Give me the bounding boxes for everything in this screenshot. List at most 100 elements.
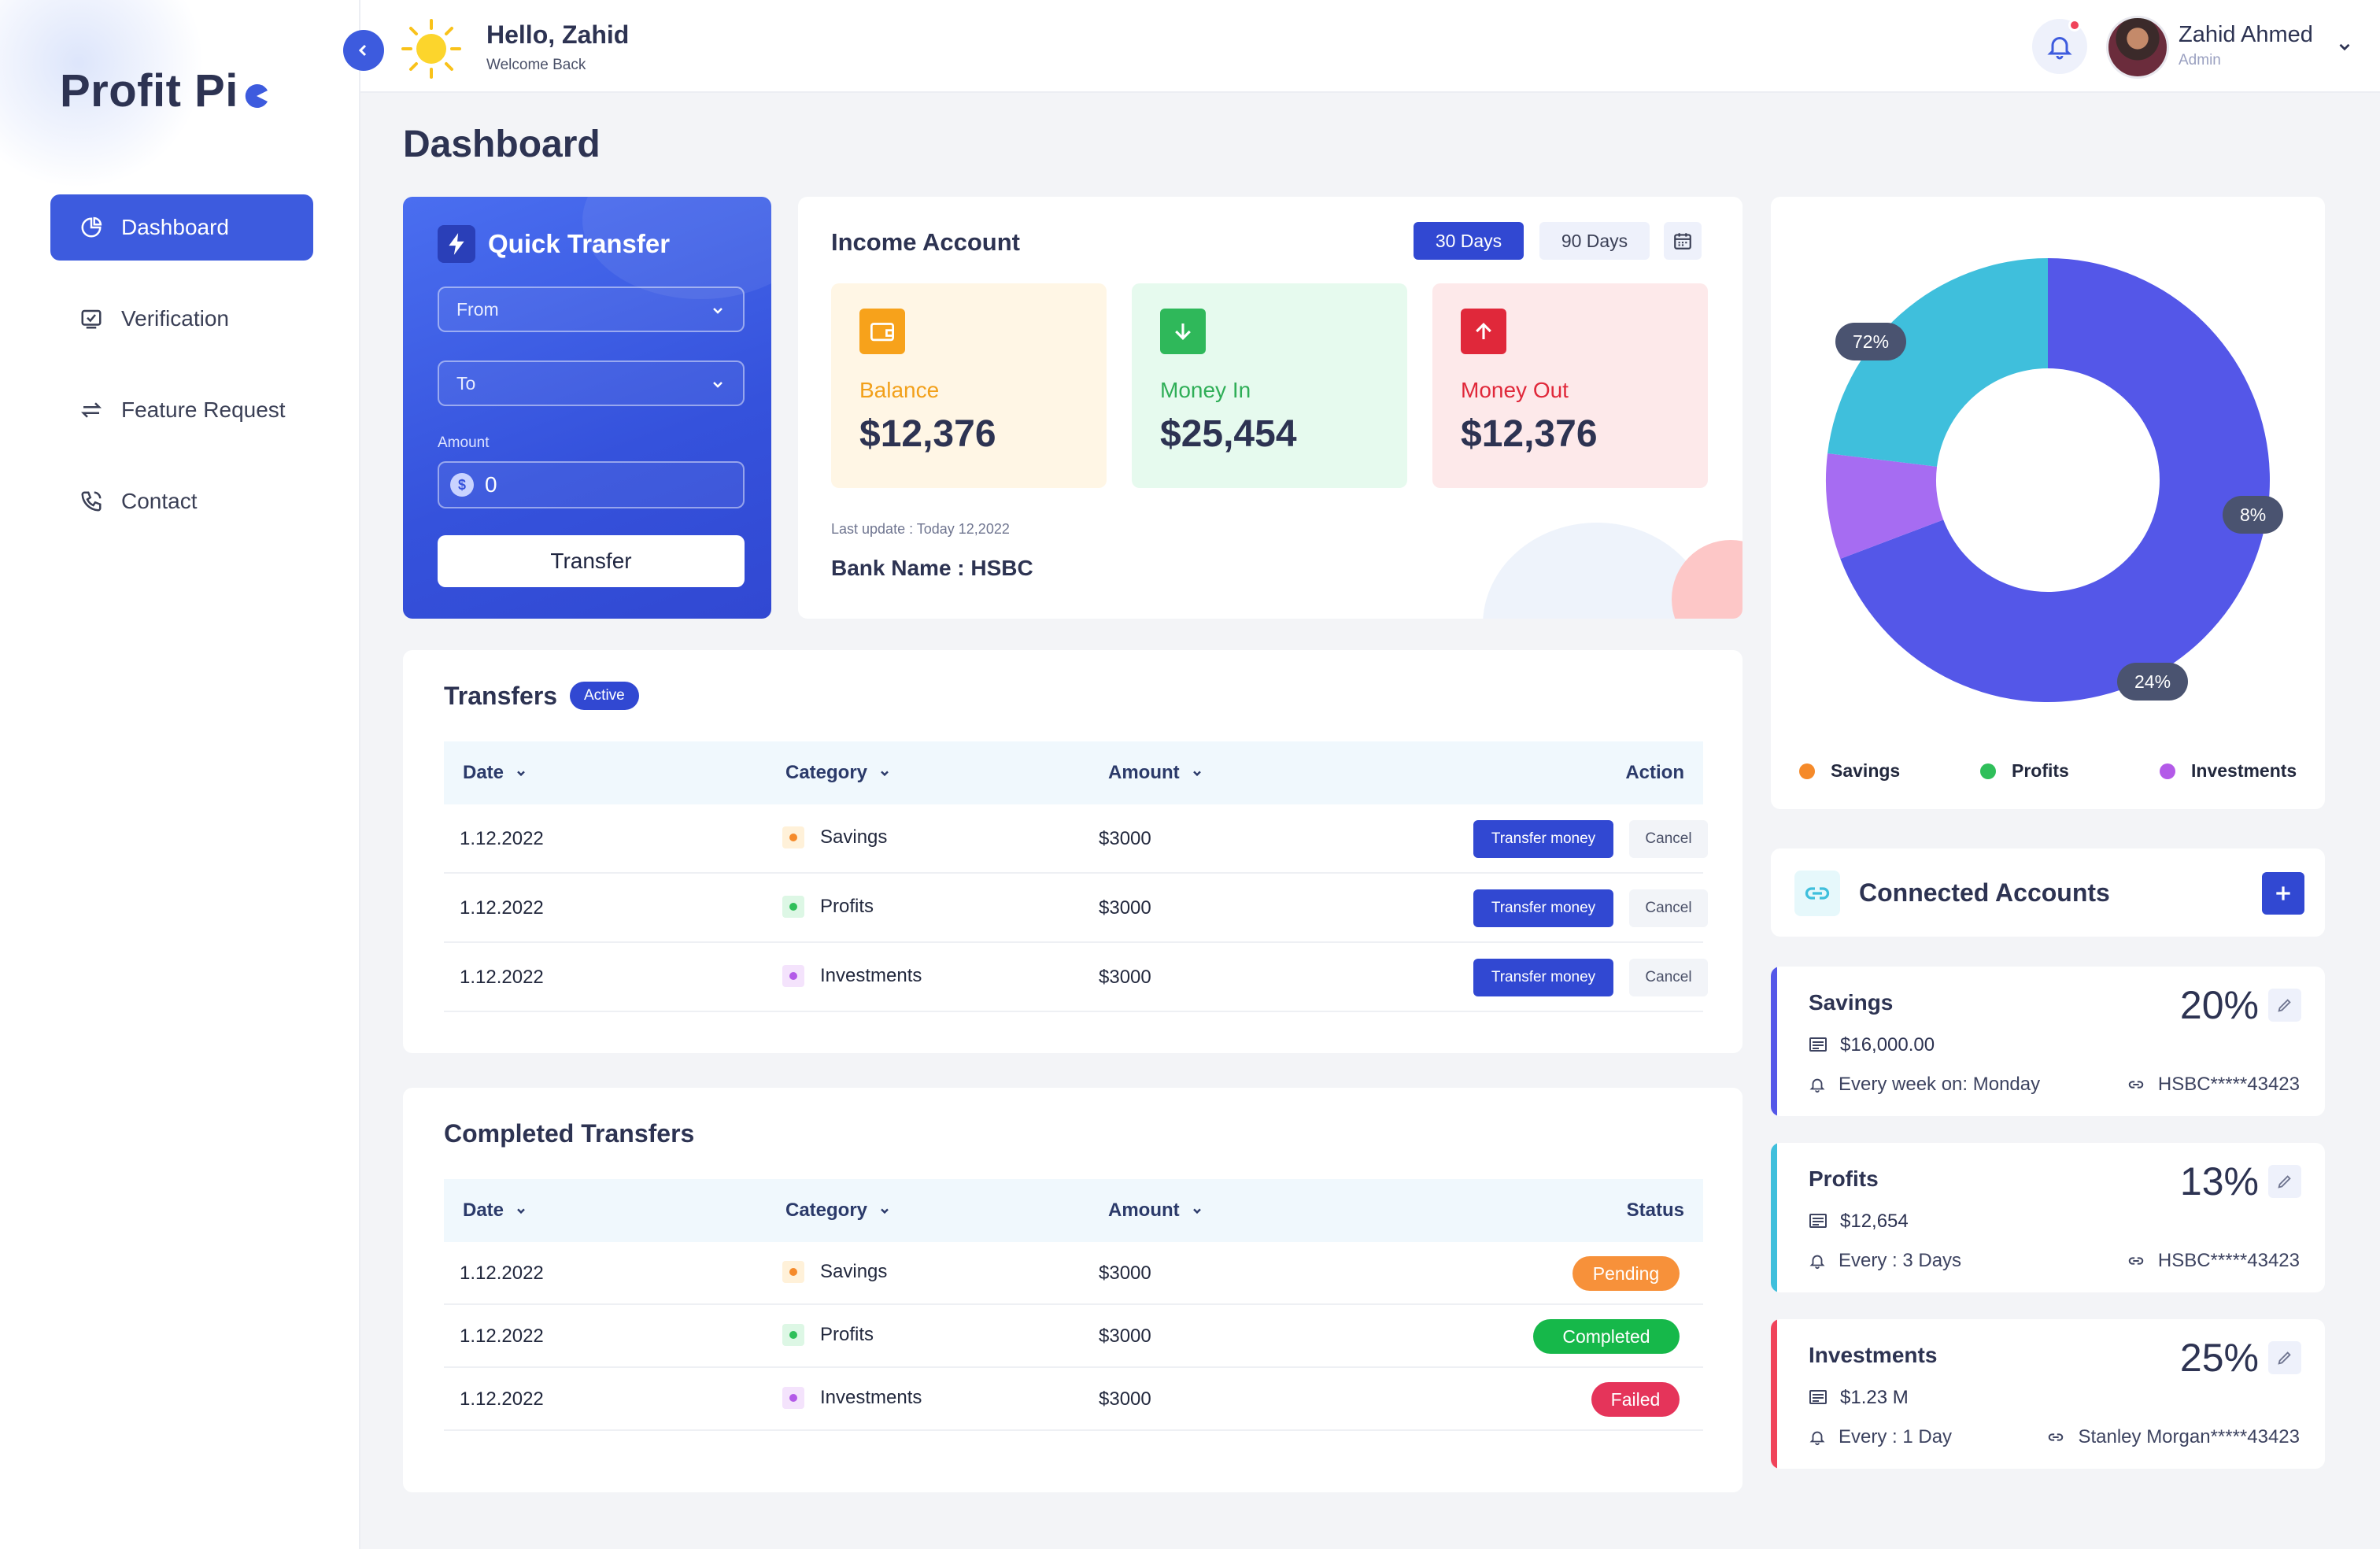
range-30-days-button[interactable]: 30 Days: [1414, 222, 1524, 260]
chevron-down-icon: [517, 1208, 525, 1214]
sidebar-item-label: Dashboard: [121, 215, 229, 239]
avatar[interactable]: [2106, 16, 2169, 79]
cancel-button[interactable]: Cancel: [1629, 959, 1708, 996]
pencil-icon: [2278, 999, 2291, 1012]
to-select[interactable]: To: [438, 360, 745, 406]
category-cell: Profits: [782, 896, 874, 918]
collapse-sidebar-button[interactable]: [343, 30, 384, 71]
column-label: Date: [463, 1200, 504, 1221]
amount-column-header[interactable]: Amount: [1108, 762, 1203, 784]
calendar-button[interactable]: [1664, 222, 1702, 260]
category-label: Profits: [820, 896, 874, 917]
sidebar-item-dashboard[interactable]: Dashboard: [50, 194, 313, 261]
category-cell: Investments: [782, 965, 922, 987]
cancel-button[interactable]: Cancel: [1629, 820, 1708, 858]
chevron-down-icon: [517, 771, 525, 777]
date-cell: 1.12.2022: [460, 897, 544, 919]
amount-cell: $3000: [1099, 1325, 1151, 1347]
profits-percent-label: 24%: [2117, 663, 2189, 701]
chevron-down-icon[interactable]: [2336, 38, 2353, 55]
card-decoration: [1672, 540, 1743, 619]
chevron-down-icon: [1192, 771, 1201, 777]
account-name: Savings: [1809, 990, 1894, 1015]
date-cell: 1.12.2022: [460, 1388, 544, 1410]
legend-item-savings: Savings: [1799, 760, 1900, 782]
category-label: Investments: [820, 965, 922, 986]
add-account-button[interactable]: [2262, 872, 2304, 915]
account-frequency: Every : 1 Day: [1809, 1426, 1952, 1448]
bell-icon: [1809, 1076, 1826, 1093]
sidebar-item-label: Verification: [121, 306, 229, 331]
phone-icon: [77, 487, 105, 516]
chevron-down-icon: [1192, 1208, 1201, 1214]
transfer-money-button[interactable]: Transfer money: [1473, 820, 1613, 858]
user-name: Zahid Ahmed: [2179, 22, 2313, 47]
account-color-bar: [1771, 967, 1777, 1116]
account-link[interactable]: Stanley Morgan*****43423: [2046, 1426, 2300, 1448]
brand-logo[interactable]: Profit Pi: [60, 65, 270, 117]
sidebar-item-label: Feature Request: [121, 397, 286, 422]
category-label: Investments: [820, 1387, 922, 1408]
category-label: Savings: [820, 1261, 888, 1282]
date-cell: 1.12.2022: [460, 1262, 544, 1284]
account-card-investments[interactable]: Investments 25% $1.23 M Every : 1 Day St…: [1771, 1319, 2325, 1469]
transfer-money-button[interactable]: Transfer money: [1473, 959, 1613, 996]
date-column-header[interactable]: Date: [463, 762, 527, 784]
money-out-label: Money Out: [1461, 378, 1569, 402]
account-card-profits[interactable]: Profits 13% $12,654 Every : 3 Days HSBC*…: [1771, 1143, 2325, 1292]
column-label: Date: [463, 762, 504, 783]
investments-percent-label: 8%: [2223, 496, 2284, 534]
edit-account-button[interactable]: [2268, 989, 2301, 1022]
date-column-header[interactable]: Date: [463, 1200, 527, 1222]
table-row: 1.12.2022 Savings $3000 Pending: [444, 1242, 1703, 1305]
donut-slice-profits[interactable]: [1828, 258, 2048, 467]
arrow-down-icon: [1160, 309, 1206, 354]
wallet-icon: [859, 309, 905, 354]
chevron-down-icon: [713, 382, 722, 388]
from-select[interactable]: From: [438, 287, 745, 332]
legend-item-investments: Investments: [2160, 760, 2297, 782]
legend-label: Savings: [1831, 760, 1901, 781]
quick-transfer-label: Quick Transfer: [488, 229, 671, 258]
sidebar-item-feature-request[interactable]: Feature Request: [50, 377, 313, 443]
legend-dot: [1799, 763, 1815, 779]
account-color-bar: [1771, 1143, 1777, 1292]
sidebar-item-verification[interactable]: Verification: [50, 286, 313, 352]
amount-input[interactable]: $ 0: [438, 461, 745, 508]
category-column-header[interactable]: Category: [785, 1200, 891, 1222]
transfer-money-button[interactable]: Transfer money: [1473, 889, 1613, 927]
account-link[interactable]: HSBC*****43423: [2127, 1250, 2300, 1272]
transfer-button[interactable]: Transfer: [438, 535, 745, 587]
transfers-card: Transfers Active Date Category Amount Ac…: [403, 650, 1743, 1053]
range-90-days-button[interactable]: 90 Days: [1539, 222, 1650, 260]
status-failed-badge: Failed: [1591, 1382, 1680, 1417]
sidebar-item-contact[interactable]: Contact: [50, 468, 313, 534]
donut-slice-investments[interactable]: [1826, 453, 1944, 559]
edit-account-button[interactable]: [2268, 1341, 2301, 1374]
category-column-header[interactable]: Category: [785, 762, 891, 784]
donut-slice-savings[interactable]: [1840, 258, 2270, 702]
from-select-value: From: [456, 298, 499, 320]
transfers-title: Transfers: [444, 682, 558, 710]
category-cell: Savings: [782, 1261, 887, 1283]
profits-dot-icon: [782, 896, 804, 918]
money-out-value: $12,376: [1461, 413, 1598, 455]
amount-column-header[interactable]: Amount: [1108, 1200, 1203, 1222]
last-update-text: Last update : Today 12,2022: [831, 521, 1010, 537]
account-link[interactable]: HSBC*****43423: [2127, 1074, 2300, 1096]
chevron-down-icon: [881, 771, 889, 777]
plus-icon: [2276, 886, 2290, 900]
category-cell: Investments: [782, 1387, 922, 1409]
cancel-button[interactable]: Cancel: [1629, 889, 1708, 927]
account-link-text: HSBC*****43423: [2157, 1074, 2300, 1095]
table-row: 1.12.2022 Profits $3000 Transfer money C…: [444, 874, 1708, 943]
bell-icon: [2047, 37, 2072, 60]
edit-account-button[interactable]: [2268, 1165, 2301, 1198]
account-card-savings[interactable]: Savings 20% $16,000.00 Every week on: Mo…: [1771, 967, 2325, 1116]
action-column-header: Action: [1625, 762, 1684, 784]
pie-logo-icon: [245, 83, 268, 108]
money-in-stat: Money In $25,454: [1132, 283, 1407, 488]
dollar-coin-icon: $: [450, 473, 474, 497]
category-cell: Profits: [782, 1324, 874, 1346]
column-label: Amount: [1108, 762, 1180, 783]
